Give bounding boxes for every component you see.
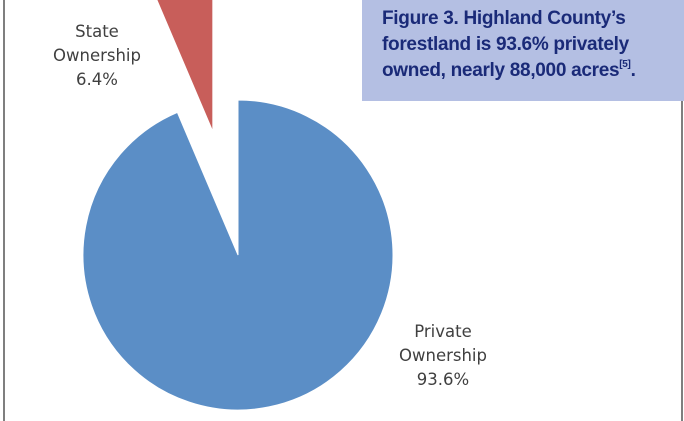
caption-line-2: forestland is 93.6% privately xyxy=(382,34,629,55)
state-label-line-2: Ownership xyxy=(53,46,141,65)
caption-reference: [5] xyxy=(619,58,631,70)
state-ownership-label: State Ownership 6.4% xyxy=(42,20,152,92)
pie-slice-private-ownership xyxy=(82,99,394,411)
figure-caption: Figure 3. Highland County’s forestland i… xyxy=(362,0,684,101)
pie-slices xyxy=(82,0,394,411)
private-label-value: 93.6% xyxy=(416,370,470,389)
private-label-line-2: Ownership xyxy=(399,346,487,365)
caption-period: . xyxy=(630,60,636,81)
private-ownership-label: Private Ownership 93.6% xyxy=(385,320,501,392)
caption-line-3: owned, nearly 88,000 acres xyxy=(382,60,620,81)
state-label-value: 6.4% xyxy=(76,70,118,89)
pie-slice-state-ownership xyxy=(156,0,214,132)
state-label-line-1: State xyxy=(75,22,119,41)
caption-line-1: Figure 3. Highland County’s xyxy=(382,8,626,29)
private-label-line-1: Private xyxy=(414,322,472,341)
